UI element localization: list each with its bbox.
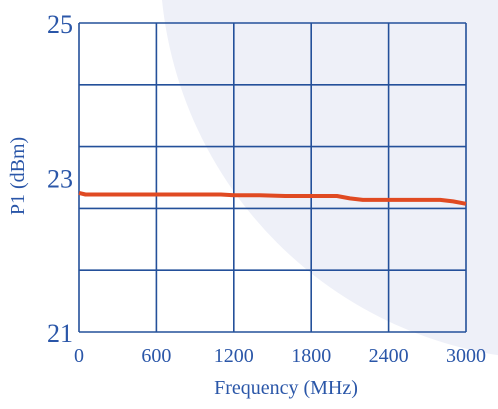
y-tick-label: 21 <box>47 319 73 348</box>
x-tick-label: 1200 <box>214 345 254 367</box>
x-tick-label: 1800 <box>291 345 331 367</box>
tick-labels: 0 600 1200 1800 2400 3000 21 23 25 <box>47 10 486 367</box>
background-decoration <box>162 0 498 356</box>
series-layer <box>78 190 467 206</box>
series-line-1 <box>78 190 467 206</box>
y-tick-label: 23 <box>47 165 73 194</box>
grid <box>78 22 467 333</box>
background-swoosh <box>162 0 498 356</box>
y-tick-label: 25 <box>47 10 73 39</box>
y-axis-label: P1 (dBm) <box>7 137 29 215</box>
x-tick-label: 600 <box>141 345 171 367</box>
x-tick-label: 2400 <box>369 345 409 367</box>
x-axis-label: Frequency (MHz) <box>214 377 358 399</box>
x-tick-label: 3000 <box>446 345 486 367</box>
x-tick-label: 0 <box>74 345 84 367</box>
